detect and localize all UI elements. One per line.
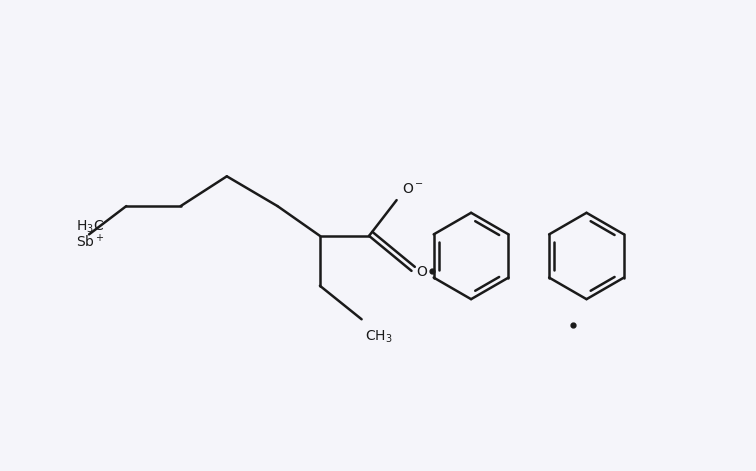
- Text: H$_3$C
Sb$^+$: H$_3$C Sb$^+$: [76, 218, 105, 251]
- Text: CH$_3$: CH$_3$: [364, 328, 392, 345]
- Text: O: O: [416, 265, 427, 279]
- Text: O$^-$: O$^-$: [402, 182, 424, 196]
